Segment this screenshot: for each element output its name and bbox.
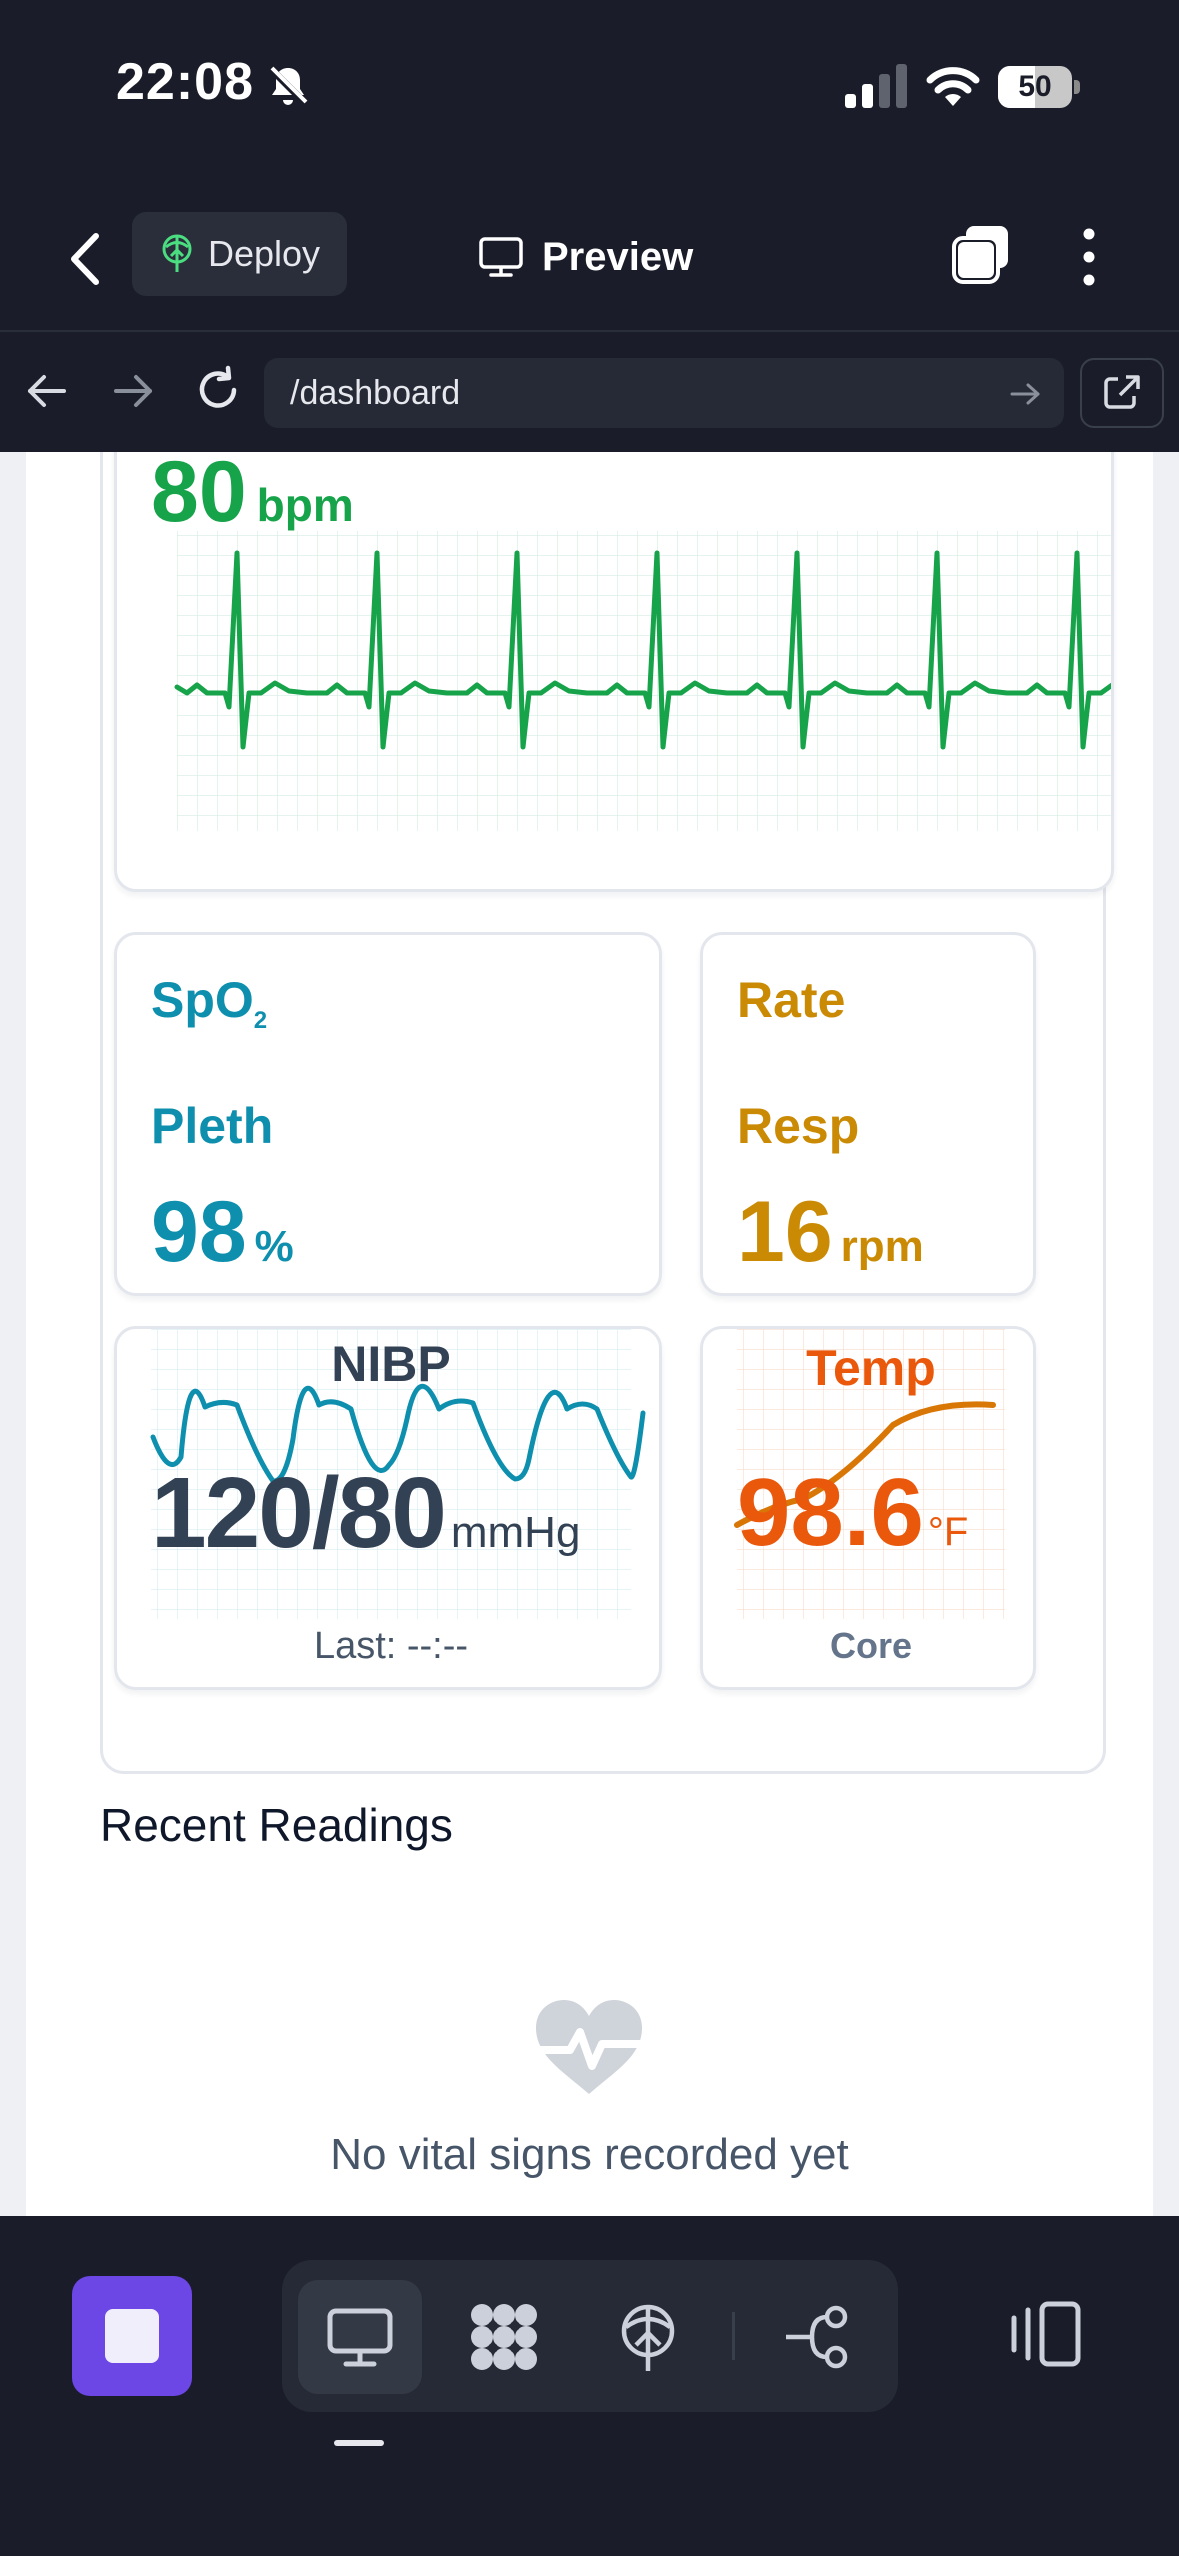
- nibp-last-measured: Last: --:--: [313, 1625, 469, 1667]
- battery-level: 50: [1018, 70, 1052, 103]
- app-header: Deploy Preview: [0, 180, 1179, 330]
- nibp-grid: [151, 1329, 631, 1619]
- url-bar: /dashboard: [0, 330, 1179, 452]
- stop-icon: [105, 2309, 159, 2363]
- bottom-toolbar: [0, 2216, 1179, 2556]
- deploy-icon: [162, 234, 192, 272]
- bell-muted-icon: [267, 65, 309, 107]
- nibp-unit: mmHg: [450, 1508, 581, 1557]
- web-preview: Recent Readings No vital signs recorded …: [0, 452, 1179, 2216]
- ecg-trace: [174, 550, 1111, 750]
- spo2-unit: %: [254, 1222, 294, 1271]
- go-arrow-icon[interactable]: [1006, 378, 1046, 410]
- heart-rate-unit: bpm: [256, 479, 354, 531]
- reload-icon[interactable]: [192, 364, 244, 416]
- resp-value: 16: [737, 1184, 833, 1280]
- nibp-readout: 120/80 mmHg: [151, 1463, 580, 1563]
- temp-site: Core: [829, 1625, 913, 1666]
- toolbar-separator: [732, 2312, 735, 2360]
- open-external-button[interactable]: [1080, 358, 1164, 428]
- status-bar: 22:08 50: [0, 0, 1179, 180]
- preview-view-button[interactable]: [298, 2280, 422, 2394]
- temp-trace: [734, 1401, 996, 1528]
- tabs-icon[interactable]: [948, 222, 1014, 288]
- heart-rate-card: 80 bpm: [114, 452, 1114, 892]
- deploy-button[interactable]: Deploy: [132, 212, 347, 296]
- heart-rate-value: 80: [151, 452, 247, 540]
- resp-card: Rate Resp 16 rpm: [700, 932, 1036, 1296]
- nibp-card: NIBP 120/80 mmHg Last: --:--: [114, 1326, 662, 1690]
- empty-state-text: No vital signs recorded yet: [330, 2130, 849, 2179]
- preview-label: Preview: [542, 234, 694, 279]
- deploy-label: Deploy: [208, 233, 321, 274]
- spo2-value: 98: [151, 1184, 247, 1280]
- status-time: 22:08: [116, 53, 254, 111]
- battery-indicator: 50: [998, 66, 1080, 108]
- spo2-readout: 98%: [151, 1189, 294, 1275]
- url-input[interactable]: /dashboard: [264, 358, 1064, 428]
- nibp-value: 120/80: [151, 1457, 447, 1569]
- wifi-icon: [926, 67, 980, 106]
- temp-trend: [734, 1329, 1005, 1619]
- resp-title: Rate: [737, 972, 846, 1028]
- temp-card: Temp 98.6 °F Core: [700, 1326, 1036, 1690]
- spo2-card: SpO2 Pleth 98%: [114, 932, 662, 1296]
- apps-grid-icon[interactable]: [468, 2301, 540, 2373]
- resp-subtitle: Resp: [737, 1098, 860, 1154]
- ecg-waveform: [174, 531, 1111, 831]
- temp-grid: [737, 1329, 1005, 1619]
- arrow-right-icon[interactable]: [110, 368, 156, 414]
- spo2-title-main: SpO: [151, 972, 254, 1028]
- stop-button[interactable]: [72, 2276, 192, 2396]
- preview-tab[interactable]: Preview: [478, 222, 693, 292]
- arrow-left-icon[interactable]: [24, 368, 70, 414]
- more-menu-icon[interactable]: [1076, 224, 1102, 290]
- monitor-icon: [479, 237, 523, 277]
- temp-title: Temp: [806, 1340, 936, 1396]
- monitor-icon: [327, 2308, 393, 2367]
- resp-readout: 16 rpm: [737, 1189, 924, 1275]
- ecg-grid: [177, 531, 1111, 831]
- spo2-subtitle: Pleth: [151, 1098, 274, 1154]
- nibp-waveform: [150, 1329, 646, 1619]
- heart-pulse-icon: [536, 2000, 642, 2094]
- spo2-title-sub: 2: [253, 1007, 268, 1034]
- active-tab-indicator: [334, 2440, 384, 2446]
- split-view-icon[interactable]: [1006, 2298, 1084, 2370]
- git-branch-icon[interactable]: [782, 2301, 854, 2373]
- temp-readout: 98.6 °F: [737, 1465, 968, 1561]
- nibp-trace: [150, 1384, 646, 1484]
- heart-rate-readout: 80 bpm: [151, 452, 354, 535]
- back-chevron-icon[interactable]: [56, 224, 116, 294]
- resp-unit: rpm: [840, 1222, 924, 1271]
- cell-signal-icon: [845, 64, 907, 108]
- temp-unit: °F: [927, 1510, 969, 1554]
- deploy-icon[interactable]: [612, 2301, 684, 2373]
- spo2-title: SpO2: [151, 971, 267, 1035]
- temp-value: 98.6: [737, 1459, 924, 1566]
- nibp-title: NIBP: [331, 1336, 451, 1392]
- recent-readings-heading: Recent Readings: [100, 1799, 453, 1851]
- external-link-icon: [1104, 375, 1140, 409]
